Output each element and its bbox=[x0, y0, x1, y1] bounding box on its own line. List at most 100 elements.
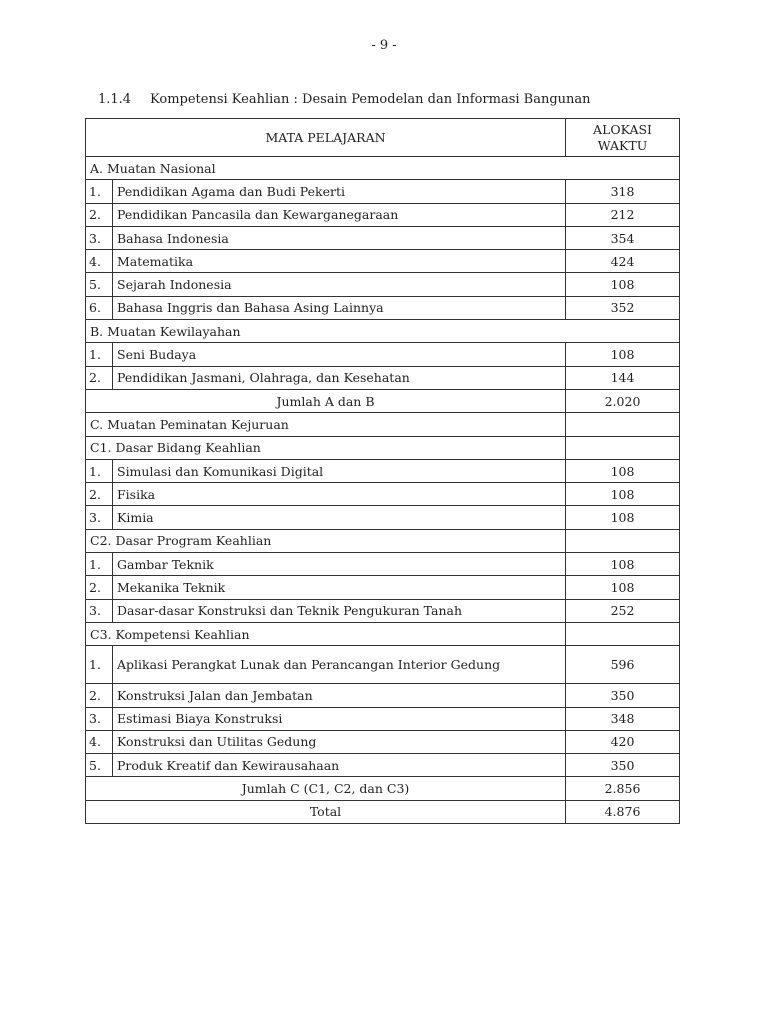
subject-name: Matematika bbox=[111, 249, 567, 274]
total-row: Jumlah A dan B 2.020 bbox=[84, 388, 681, 414]
allocation-value: 596 bbox=[565, 645, 681, 685]
subject-name: Pendidikan Agama dan Budi Pekerti bbox=[111, 179, 567, 204]
section-label: C3. Kompetensi Keahlian bbox=[84, 621, 567, 647]
empty-cell bbox=[565, 435, 681, 460]
header-allocation: ALOKASI WAKTU bbox=[565, 118, 681, 157]
subject-name: Pendidikan Pancasila dan Kewarganegaraan bbox=[111, 202, 567, 227]
section-label: C. Muatan Peminatan Kejuruan bbox=[84, 412, 567, 437]
curriculum-table: MATA PELAJARAN ALOKASI WAKTU A. Muatan N… bbox=[84, 118, 681, 825]
table-row: 4. Matematika 424 bbox=[85, 249, 681, 274]
row-number: 4. bbox=[85, 729, 113, 755]
table-row: 5. Produk Kreatif dan Kewirausahaan 350 bbox=[85, 753, 681, 778]
section-label: A. Muatan Nasional bbox=[84, 155, 681, 181]
total-row: Total 4.876 bbox=[84, 799, 681, 825]
subject-name: Seni Budaya bbox=[111, 342, 567, 367]
row-number: 2. bbox=[85, 202, 113, 227]
allocation-value: 108 bbox=[565, 552, 681, 577]
allocation-value: 108 bbox=[565, 505, 681, 530]
subject-name: Simulasi dan Komunikasi Digital bbox=[111, 458, 567, 484]
subject-name: Bahasa Indonesia bbox=[111, 225, 567, 251]
empty-cell bbox=[565, 528, 681, 554]
subject-name: Estimasi Biaya Konstruksi bbox=[111, 706, 567, 731]
row-number: 2. bbox=[85, 683, 113, 708]
table-row: 1. Pendidikan Agama dan Budi Pekerti 318 bbox=[85, 179, 681, 204]
subject-name: Produk Kreatif dan Kewirausahaan bbox=[111, 753, 567, 778]
table-row: 3. Bahasa Indonesia 354 bbox=[85, 225, 681, 251]
row-number: 3. bbox=[85, 598, 113, 623]
row-number: 4. bbox=[85, 249, 113, 274]
row-number: 5. bbox=[85, 272, 113, 297]
table-row: 3. Dasar-dasar Konstruksi dan Teknik Peng… bbox=[85, 598, 681, 623]
row-number: 3. bbox=[85, 706, 113, 731]
allocation-value: 108 bbox=[565, 272, 681, 297]
allocation-value: 352 bbox=[565, 295, 681, 321]
page-number: - 9 - bbox=[371, 38, 397, 53]
table-row: 2. Konstruksi Jalan dan Jembatan 350 bbox=[85, 683, 681, 708]
allocation-value: 348 bbox=[565, 706, 681, 731]
subject-name: Bahasa Inggris dan Bahasa Asing Lainnya bbox=[111, 295, 567, 321]
table-row: 4. Konstruksi dan Utilitas Gedung 420 bbox=[85, 729, 681, 755]
row-number: 2. bbox=[85, 575, 113, 600]
allocation-value: 108 bbox=[565, 458, 681, 484]
section-row: C2. Dasar Program Keahlian bbox=[84, 528, 681, 554]
section-label: C2. Dasar Program Keahlian bbox=[84, 528, 567, 554]
row-number: 2. bbox=[85, 365, 113, 390]
total-value: 4.876 bbox=[565, 799, 681, 825]
table-row: 6. Bahasa Inggris dan Bahasa Asing Lainny… bbox=[85, 295, 681, 321]
table-row: 5. Sejarah Indonesia 108 bbox=[85, 272, 681, 297]
row-number: 1. bbox=[85, 342, 113, 367]
subject-name: Fisika bbox=[111, 482, 567, 507]
row-number: 1. bbox=[85, 179, 113, 204]
table-row: 1. Aplikasi Perangkat Lunak dan Perancang… bbox=[85, 645, 681, 685]
subject-name: Konstruksi Jalan dan Jembatan bbox=[111, 683, 567, 708]
section-row: C3. Kompetensi Keahlian bbox=[84, 621, 681, 647]
subject-name: Dasar-dasar Konstruksi dan Teknik Penguk… bbox=[111, 598, 567, 623]
table-row: 2. Mekanika Teknik 108 bbox=[85, 575, 681, 600]
allocation-value: 318 bbox=[565, 179, 681, 204]
section-row: A. Muatan Nasional bbox=[84, 155, 681, 181]
subject-name: Aplikasi Perangkat Lunak dan Perancangan… bbox=[111, 645, 567, 685]
allocation-value: 108 bbox=[565, 575, 681, 600]
total-label: Jumlah C (C1, C2, dan C3) bbox=[84, 776, 567, 801]
heading-number: 1.1.4 bbox=[98, 92, 132, 107]
section-row: C1. Dasar Bidang Keahlian bbox=[84, 435, 681, 460]
row-number: 1. bbox=[85, 458, 113, 484]
table-header-row: MATA PELAJARAN ALOKASI WAKTU bbox=[84, 118, 681, 157]
subject-name: Gambar Teknik bbox=[111, 552, 567, 577]
table-row: 2. Pendidikan Pancasila dan Kewarganegara… bbox=[85, 202, 681, 227]
section-row: B. Muatan Kewilayahan bbox=[84, 319, 681, 344]
row-number: 2. bbox=[85, 482, 113, 507]
table-row: 3. Estimasi Biaya Konstruksi 348 bbox=[85, 706, 681, 731]
subject-name: Kimia bbox=[111, 505, 567, 530]
table-row: 1. Gambar Teknik 108 bbox=[85, 552, 681, 577]
table-row: 3. Kimia 108 bbox=[85, 505, 681, 530]
allocation-value: 420 bbox=[565, 729, 681, 755]
row-number: 3. bbox=[85, 225, 113, 251]
header-subject: MATA PELAJARAN bbox=[84, 118, 567, 157]
allocation-value: 108 bbox=[565, 482, 681, 507]
allocation-value: 350 bbox=[565, 683, 681, 708]
subject-name: Mekanika Teknik bbox=[111, 575, 567, 600]
section-label: B. Muatan Kewilayahan bbox=[84, 319, 681, 344]
row-number: 1. bbox=[85, 645, 113, 685]
row-number: 5. bbox=[85, 753, 113, 778]
heading-title: Kompetensi Keahlian : Desain Pemodelan d… bbox=[150, 92, 591, 107]
section-label: C1. Dasar Bidang Keahlian bbox=[84, 435, 567, 460]
subject-name: Konstruksi dan Utilitas Gedung bbox=[111, 729, 567, 755]
allocation-value: 144 bbox=[565, 365, 681, 390]
total-value: 2.856 bbox=[565, 776, 681, 801]
allocation-value: 252 bbox=[565, 598, 681, 623]
subject-name: Pendidikan Jasmani, Olahraga, dan Keseha… bbox=[111, 365, 567, 390]
table-row: 1. Seni Budaya 108 bbox=[85, 342, 681, 367]
subject-name: Sejarah Indonesia bbox=[111, 272, 567, 297]
total-label: Jumlah A dan B bbox=[84, 388, 567, 414]
total-value: 2.020 bbox=[565, 388, 681, 414]
table-row: 2. Pendidikan Jasmani, Olahraga, dan Kese… bbox=[85, 365, 681, 390]
table-row: 1. Simulasi dan Komunikasi Digital 108 bbox=[85, 458, 681, 484]
total-label: Total bbox=[84, 799, 567, 825]
allocation-value: 350 bbox=[565, 753, 681, 778]
allocation-value: 424 bbox=[565, 249, 681, 274]
empty-cell bbox=[565, 621, 681, 647]
table-row: 2. Fisika 108 bbox=[85, 482, 681, 507]
row-number: 3. bbox=[85, 505, 113, 530]
